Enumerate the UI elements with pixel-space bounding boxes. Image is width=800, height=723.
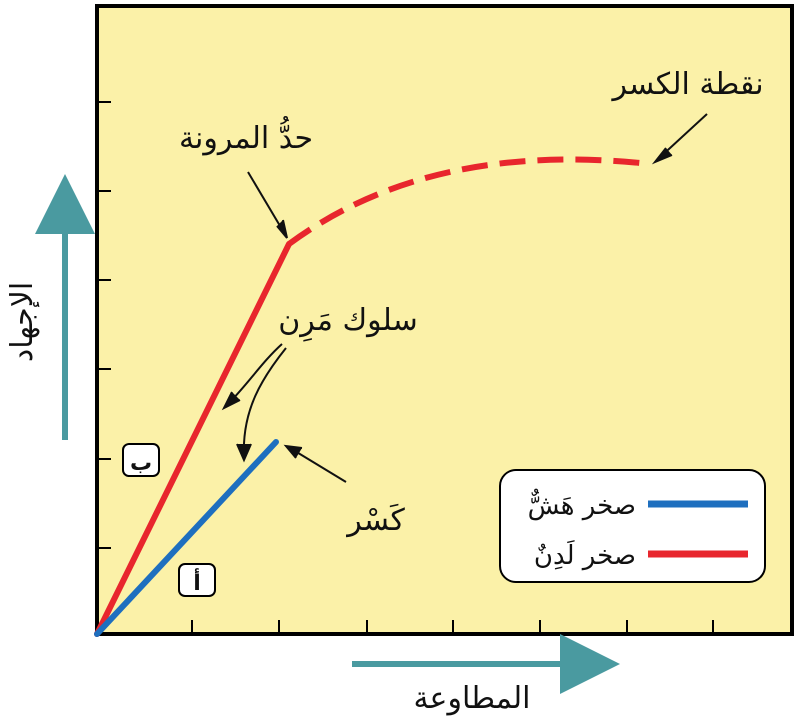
x-axis-label: المطاوعة	[413, 681, 530, 716]
fracture-point-label: نقطة الكسر	[610, 67, 763, 102]
marker-a: أ	[178, 563, 216, 597]
pointer-arrows	[221, 113, 708, 483]
elastic-behavior-label: سلوك مَرِن	[278, 303, 417, 342]
x-axis-ticks	[191, 620, 714, 634]
marker-b: ب	[122, 443, 160, 477]
y-axis-ticks	[97, 101, 111, 549]
marker-b-label: ب	[130, 451, 152, 476]
legend: صخر هَشٌّ صخر لَدِنٌ	[499, 469, 766, 583]
marker-a-label: أ	[193, 567, 201, 596]
legend-label-brittle: صخر هَشٌّ	[528, 487, 636, 521]
y-axis-label: الإجهاد	[5, 282, 40, 362]
ductile-elastic-line	[94, 241, 292, 637]
elastic-limit-label: حدُّ المرونة	[179, 116, 313, 156]
fracture-label: كَسْر	[345, 503, 405, 538]
ductile-plastic-dashed-curve	[287, 156, 651, 247]
brittle-line	[94, 439, 279, 637]
legend-label-ductile: صخر لَدِنٌ	[534, 539, 636, 571]
